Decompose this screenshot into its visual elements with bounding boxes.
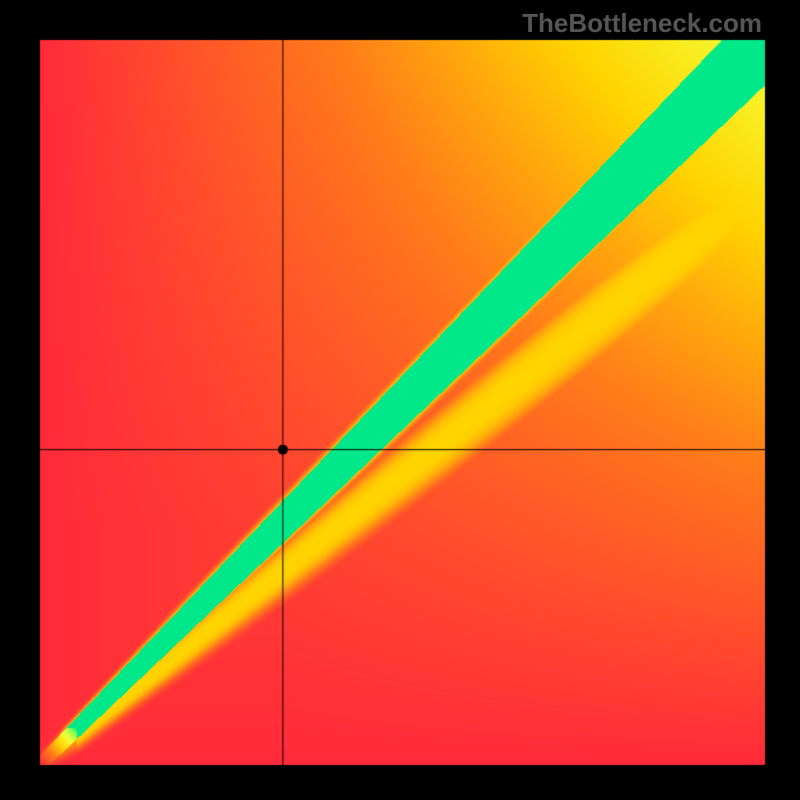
chart-container: TheBottleneck.com bbox=[0, 0, 800, 800]
source-watermark: TheBottleneck.com bbox=[522, 8, 762, 39]
heatmap-canvas bbox=[0, 0, 800, 800]
